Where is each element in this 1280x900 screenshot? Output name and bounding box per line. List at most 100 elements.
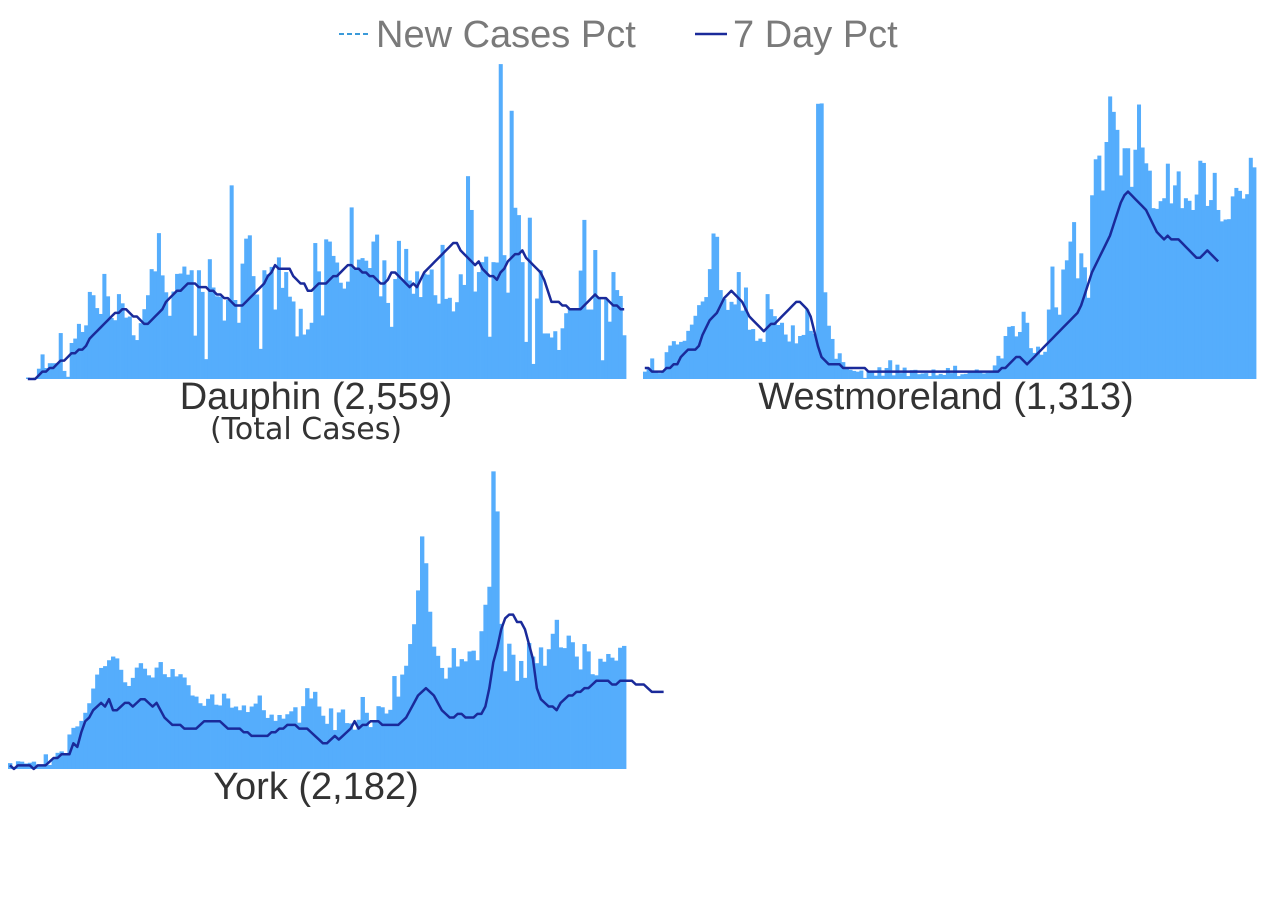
westmoreland-bar: [765, 294, 770, 379]
dauphin-bar: [171, 291, 176, 379]
dauphin-bar: [411, 293, 416, 379]
dauphin-bar: [564, 313, 569, 379]
westmoreland-bar: [981, 373, 986, 379]
westmoreland-bar: [1082, 267, 1087, 379]
dauphin-bar: [95, 308, 100, 379]
dauphin-bar: [567, 309, 572, 379]
dauphin-bar: [542, 333, 547, 379]
dauphin-bar: [396, 240, 401, 379]
dauphin-bar: [429, 269, 434, 379]
york-bar: [142, 668, 148, 769]
panel-title-york: York (2,182): [213, 766, 419, 808]
westmoreland-bar: [1162, 198, 1167, 379]
dauphin-bar: [309, 322, 314, 379]
dauphin-bar: [273, 309, 278, 379]
york-bar: [431, 646, 437, 769]
york-bar: [71, 727, 76, 769]
westmoreland-bar: [801, 334, 806, 379]
westmoreland-bar: [1104, 142, 1109, 379]
york-bar: [103, 666, 108, 769]
westmoreland-bar: [1122, 148, 1127, 379]
westmoreland-bar: [870, 370, 875, 379]
dauphin-bar: [291, 301, 296, 379]
dauphin-bar: [324, 239, 329, 379]
dauphin-bar: [302, 334, 307, 379]
york-bar: [344, 723, 350, 769]
york-bar: [95, 674, 100, 769]
dauphin-bar: [135, 340, 140, 379]
westmoreland-bar: [1187, 200, 1192, 379]
york-bar: [380, 707, 385, 769]
dauphin-bar: [113, 320, 118, 379]
panel-title-westmoreland: Westmoreland (1,313): [758, 376, 1133, 418]
westmoreland-bar: [1155, 208, 1160, 379]
dauphin-bar: [538, 270, 543, 379]
westmoreland-bar: [956, 376, 961, 379]
york-bar: [578, 669, 583, 769]
york-bar: [495, 511, 500, 769]
westmoreland-bar: [1129, 186, 1134, 379]
westmoreland-bar: [1050, 266, 1055, 379]
dauphin-bar: [284, 272, 289, 379]
york-bar: [526, 642, 532, 769]
dauphin-bar: [509, 110, 514, 380]
dauphin-bar: [167, 315, 172, 379]
westmoreland-bar: [1169, 203, 1174, 379]
york-bar: [364, 712, 369, 769]
york-bar: [59, 751, 64, 769]
york-bar: [162, 674, 167, 769]
dauphin-bar: [415, 271, 420, 379]
dauphin-bar: [349, 207, 354, 379]
westmoreland-bar: [1100, 190, 1105, 379]
dauphin-bar: [342, 288, 347, 379]
york-bar: [154, 667, 159, 769]
york-bar: [182, 677, 187, 769]
york-bar: [269, 714, 274, 769]
westmoreland-bar: [1165, 163, 1170, 379]
york-bar: [214, 704, 219, 769]
dauphin-bar: [527, 217, 532, 379]
westmoreland-bar: [711, 233, 716, 379]
dauphin-bar: [149, 269, 154, 379]
york-bar: [146, 675, 152, 769]
york-bar: [483, 604, 488, 769]
york-bar: [439, 667, 445, 769]
westmoreland-bar: [931, 369, 936, 379]
york-bar: [598, 658, 603, 769]
westmoreland-bar: [1180, 208, 1185, 379]
westmoreland-bar: [1248, 157, 1253, 379]
york-bar: [511, 654, 516, 769]
york-bar: [574, 656, 579, 769]
york-bar: [507, 643, 512, 769]
westmoreland-bar: [877, 367, 882, 379]
dauphin-bar: [389, 326, 394, 379]
dauphin-bar: [313, 243, 318, 379]
york-seven-day-line: [9, 613, 664, 771]
dauphin-bar: [582, 219, 587, 379]
dauphin-bar: [502, 255, 507, 379]
dauphin-bar: [69, 342, 74, 379]
york-bar: [570, 642, 575, 769]
dauphin-bar: [586, 309, 591, 379]
dauphin-bar: [418, 297, 423, 379]
york-bar: [170, 669, 175, 769]
westmoreland-bar: [1245, 194, 1250, 379]
westmoreland-bar: [1173, 185, 1178, 379]
dauphin-bar: [520, 262, 525, 379]
westmoreland-bar: [798, 336, 803, 379]
york-bar: [273, 720, 278, 769]
westmoreland-bar: [1061, 269, 1066, 379]
dauphin-bar: [62, 370, 67, 379]
dauphin-bar: [211, 287, 216, 379]
westmoreland-bar: [1183, 198, 1188, 379]
york-bar: [158, 662, 163, 769]
westmoreland-bar: [1227, 219, 1232, 379]
westmoreland-bar: [805, 309, 810, 379]
westmoreland-bar: [715, 236, 720, 379]
westmoreland-bar: [1046, 309, 1051, 379]
dauphin-bar: [276, 257, 281, 379]
westmoreland-bar: [1198, 160, 1203, 379]
dauphin-bar: [127, 316, 132, 379]
dauphin-bar: [55, 363, 60, 379]
dauphin-bar: [589, 309, 594, 379]
